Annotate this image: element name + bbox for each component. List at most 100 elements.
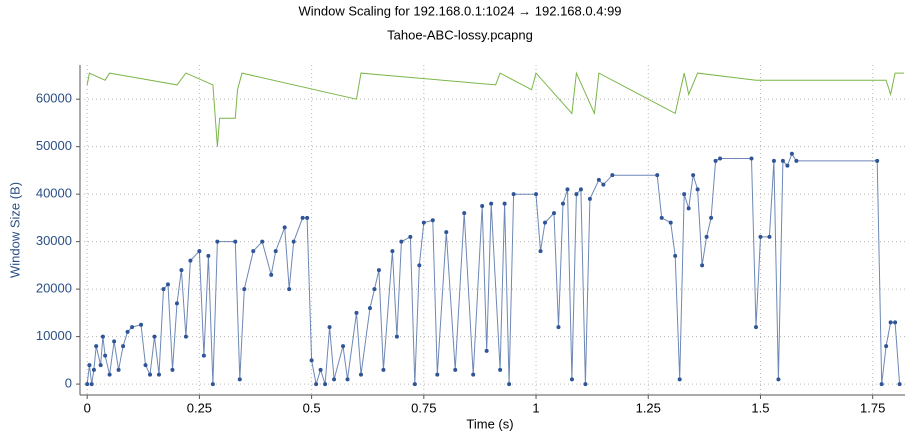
- data-point: [165, 282, 170, 287]
- data-point: [453, 367, 458, 372]
- data-point: [673, 253, 678, 258]
- data-point: [91, 367, 96, 372]
- data-point: [794, 158, 799, 163]
- data-point: [152, 334, 157, 339]
- data-point: [471, 372, 476, 377]
- data-point: [484, 348, 489, 353]
- data-point: [201, 353, 206, 358]
- data-point: [543, 220, 548, 225]
- data-point: [596, 177, 601, 182]
- data-point: [94, 344, 99, 349]
- data-point: [489, 201, 494, 206]
- data-point: [130, 325, 135, 330]
- data-point: [305, 215, 310, 220]
- data-point: [116, 367, 121, 372]
- data-point: [358, 372, 363, 377]
- data-point: [610, 173, 615, 178]
- data-point: [215, 239, 220, 244]
- x-tick-label: 0.75: [411, 400, 436, 415]
- data-point: [412, 382, 417, 387]
- data-point: [704, 234, 709, 239]
- data-point: [789, 151, 794, 156]
- data-point: [691, 173, 696, 178]
- data-point: [565, 187, 570, 192]
- data-point: [394, 334, 399, 339]
- x-tick-label: 0.5: [303, 400, 321, 415]
- data-point: [444, 230, 449, 235]
- data-point: [103, 353, 108, 358]
- chart-title: Window Scaling for 192.168.0.1:1024 → 19…: [298, 3, 621, 18]
- data-point: [237, 377, 242, 382]
- data-point: [85, 382, 90, 387]
- data-point: [601, 182, 606, 187]
- data-point: [893, 320, 898, 325]
- data-point: [749, 156, 754, 161]
- data-point: [273, 249, 278, 254]
- y-tick-label: 0: [65, 376, 72, 391]
- y-tick-label: 40000: [36, 186, 72, 201]
- data-point: [753, 325, 758, 330]
- series-line: [86, 152, 901, 385]
- data-point: [551, 211, 556, 216]
- data-point: [583, 382, 588, 387]
- data-point: [183, 334, 188, 339]
- data-point: [300, 215, 305, 220]
- data-point: [498, 367, 503, 372]
- x-tick-label: 0.25: [187, 400, 212, 415]
- data-point: [682, 192, 687, 197]
- data-point: [188, 258, 193, 263]
- data-point: [659, 215, 664, 220]
- data-point: [780, 158, 785, 163]
- x-tick-label: 1.5: [751, 400, 769, 415]
- data-point: [767, 234, 772, 239]
- data-point: [242, 287, 247, 292]
- x-axis-label: Time (s): [466, 416, 513, 431]
- y-tick-label: 20000: [36, 281, 72, 296]
- data-point: [332, 377, 337, 382]
- data-point: [677, 377, 682, 382]
- data-point: [511, 192, 516, 197]
- data-point: [560, 201, 565, 206]
- x-tick-label: 1.75: [860, 400, 885, 415]
- data-point: [578, 187, 583, 192]
- x-tick-label: 1: [532, 400, 539, 415]
- data-point: [507, 382, 512, 387]
- data-point: [574, 192, 579, 197]
- data-point: [709, 215, 714, 220]
- data-point: [197, 249, 202, 254]
- data-point: [318, 367, 323, 372]
- data-point: [107, 372, 112, 377]
- data-point: [435, 372, 440, 377]
- data-point: [282, 225, 287, 230]
- data-point: [314, 382, 319, 387]
- data-point: [309, 358, 314, 363]
- data-point: [233, 239, 238, 244]
- data-point: [98, 363, 103, 368]
- x-tick-label: 0: [84, 400, 91, 415]
- data-point: [287, 287, 292, 292]
- data-point: [125, 329, 130, 334]
- y-tick-label: 60000: [36, 91, 72, 106]
- data-point: [210, 382, 215, 387]
- data-point: [399, 239, 404, 244]
- data-point: [367, 306, 372, 311]
- y-axis-label: Window Size (B): [7, 182, 22, 278]
- data-point: [323, 382, 328, 387]
- data-point: [381, 367, 386, 372]
- data-point: [758, 234, 763, 239]
- data-point: [556, 325, 561, 330]
- data-point: [884, 344, 889, 349]
- y-tick-label: 50000: [36, 138, 72, 153]
- data-point: [327, 325, 332, 330]
- data-point: [655, 173, 660, 178]
- data-point: [695, 187, 700, 192]
- data-point: [776, 377, 781, 382]
- data-point: [206, 253, 211, 258]
- data-point: [538, 249, 543, 254]
- data-point: [668, 220, 673, 225]
- data-point: [174, 301, 179, 306]
- data-point: [376, 268, 381, 273]
- data-point: [888, 320, 893, 325]
- data-point: [269, 272, 274, 277]
